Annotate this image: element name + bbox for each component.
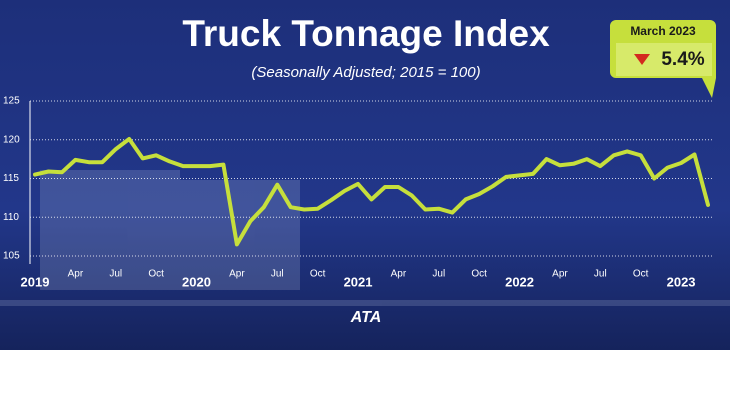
- data-line: [33, 137, 710, 247]
- badge: March 2023 5.4%: [610, 20, 716, 98]
- background: [0, 0, 730, 350]
- x-tick-label: 2021: [344, 274, 373, 289]
- x-tick-label: Apr: [552, 269, 568, 280]
- x-tick-label: Jul: [271, 269, 284, 280]
- x-tick-label: Oct: [471, 269, 487, 280]
- y-tick-label: 105: [3, 251, 20, 262]
- y-tick-label: 110: [3, 212, 19, 223]
- x-tick-label: Jul: [109, 269, 122, 280]
- x-tick-label: Apr: [229, 269, 245, 280]
- x-tick-label: Oct: [148, 269, 164, 280]
- y-tick-label: 120: [3, 134, 20, 145]
- x-tick-label: Jul: [594, 269, 607, 280]
- x-tick-label: Apr: [68, 269, 84, 280]
- x-tick-label: 2020: [182, 274, 211, 289]
- logo: ATA: [350, 309, 382, 326]
- down-arrow: [634, 54, 650, 65]
- chart-title: Truck Tonnage Index: [182, 13, 550, 54]
- x-tick-label: Apr: [391, 269, 407, 280]
- y-tick-label: 125: [3, 96, 20, 107]
- y-tick-label: 115: [3, 173, 19, 184]
- footer: [0, 350, 730, 410]
- x-tick-label: 2023: [667, 274, 696, 289]
- badge-label: March 2023: [630, 24, 696, 38]
- x-tick-label: Jul: [432, 269, 445, 280]
- truck-silhouette: [0, 170, 730, 306]
- badge-value: 5.4%: [661, 49, 704, 70]
- chart-subtitle: (Seasonally Adjusted; 2015 = 100): [251, 64, 480, 81]
- badge-inner: [616, 43, 712, 76]
- x-tick-label: 2022: [505, 274, 534, 289]
- x-tick-label: 2019: [21, 274, 50, 289]
- x-tick-label: Oct: [310, 269, 326, 280]
- x-tick-label: Oct: [633, 269, 649, 280]
